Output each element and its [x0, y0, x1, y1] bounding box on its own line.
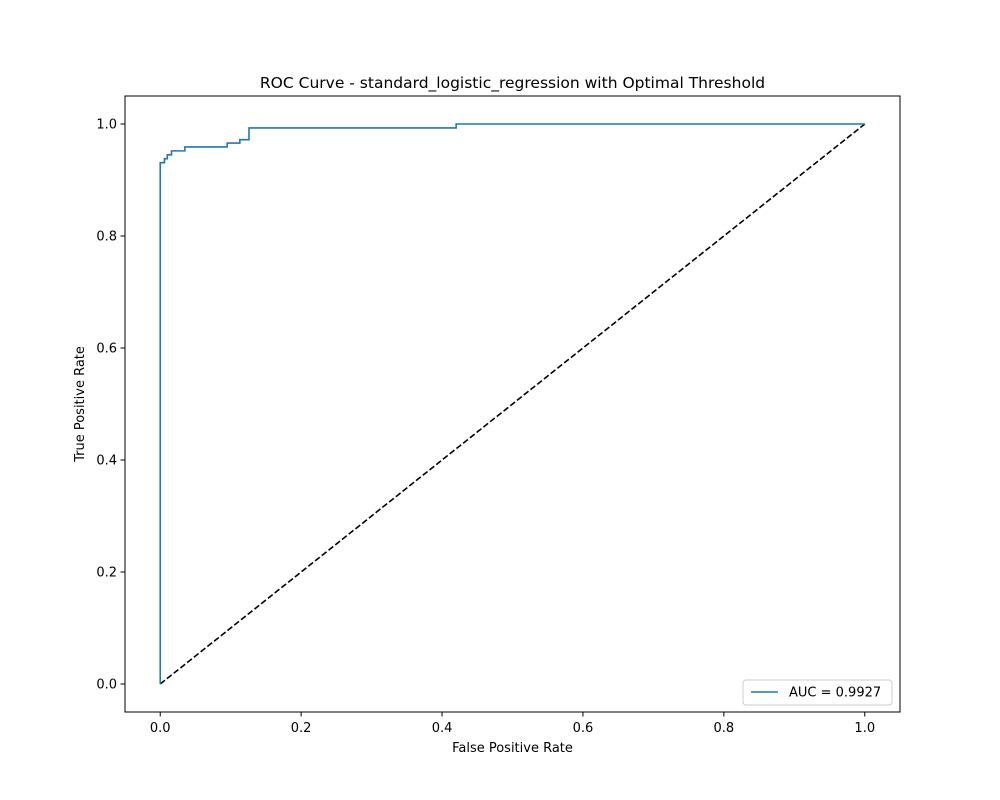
legend: AUC = 0.9927 [742, 679, 893, 706]
x-tick-label: 0.8 [714, 721, 735, 736]
y-tick-label: 0.2 [96, 566, 117, 581]
y-tick-label: 0.8 [96, 230, 117, 245]
chance-diagonal-line [159, 123, 866, 685]
y-axis-label: True Positive Rate [73, 346, 88, 463]
legend-label: AUC = 0.9927 [789, 686, 881, 701]
x-tick-label: 0.4 [432, 721, 453, 736]
x-axis-ticks: 0.0 0.2 0.4 0.6 0.8 1.0 [150, 712, 875, 736]
y-tick-label: 1.0 [96, 118, 117, 133]
x-tick-label: 0.0 [150, 721, 171, 736]
x-tick-label: 1.0 [854, 721, 875, 736]
y-tick-label: 0.6 [96, 342, 117, 357]
x-tick-label: 0.6 [573, 721, 594, 736]
y-tick-label: 0.4 [96, 454, 117, 469]
plot-lines [159, 123, 866, 685]
x-tick-label: 0.2 [291, 721, 312, 736]
legend-box [742, 679, 893, 706]
y-tick-label: 0.0 [96, 678, 117, 693]
y-axis-ticks: 0.0 0.2 0.4 0.6 0.8 1.0 [96, 118, 125, 693]
chart-title: ROC Curve - standard_logistic_regression… [260, 74, 765, 93]
x-axis-label: False Positive Rate [452, 741, 573, 756]
roc-curve-line [159, 123, 865, 684]
axes-frame [124, 95, 901, 713]
